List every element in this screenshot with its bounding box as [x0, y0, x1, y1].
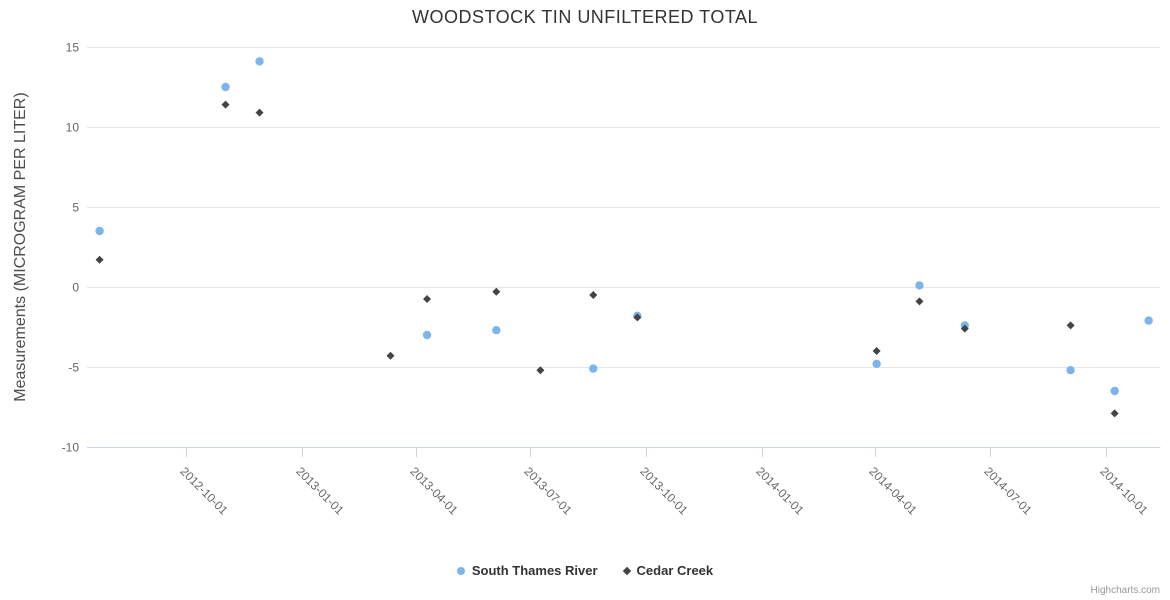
data-point-south-thames-river[interactable] — [589, 364, 598, 373]
x-axis-tick-label: 2014-07-01 — [981, 464, 1035, 518]
legend: South Thames River Cedar Creek — [0, 563, 1170, 578]
y-axis-tick-label: 5 — [72, 201, 79, 215]
data-point-cedar-creek[interactable] — [633, 313, 642, 322]
legend-label: South Thames River — [471, 563, 598, 578]
data-point-cedar-creek[interactable] — [1066, 321, 1075, 330]
legend-item-south-thames-river[interactable]: South Thames River — [456, 563, 598, 578]
data-point-cedar-creek[interactable] — [221, 100, 230, 109]
data-point-south-thames-river[interactable] — [221, 82, 230, 92]
data-point-cedar-creek[interactable] — [536, 366, 545, 375]
data-point-south-thames-river[interactable] — [492, 326, 501, 335]
data-point-south-thames-river[interactable] — [915, 281, 924, 290]
data-point-south-thames-river[interactable] — [1066, 366, 1075, 375]
data-point-cedar-creek[interactable] — [386, 351, 395, 360]
x-axis-tick-label: 2014-10-01 — [1097, 464, 1151, 518]
y-axis-tick-label: 10 — [66, 121, 80, 135]
circle-marker-icon — [456, 566, 465, 575]
legend-item-cedar-creek[interactable]: Cedar Creek — [622, 563, 714, 578]
data-point-south-thames-river[interactable] — [422, 330, 432, 340]
chart-title: WOODSTOCK TIN UNFILTERED TOTAL — [411, 7, 759, 27]
legend-label: Cedar Creek — [636, 563, 714, 578]
x-axis-tick-label: 2013-10-01 — [637, 464, 691, 518]
x-axis-tick-label: 2013-01-01 — [293, 464, 347, 518]
x-axis-tick-label: 2014-04-01 — [866, 464, 920, 518]
data-point-south-thames-river[interactable] — [95, 226, 104, 236]
data-point-cedar-creek[interactable] — [960, 324, 969, 333]
data-point-cedar-creek[interactable] — [589, 291, 598, 299]
data-point-cedar-creek[interactable] — [872, 347, 881, 355]
data-point-south-thames-river[interactable] — [872, 359, 881, 368]
x-axis-tick-label: 2014-01-01 — [753, 464, 807, 518]
data-point-south-thames-river[interactable] — [255, 57, 264, 66]
data-point-cedar-creek[interactable] — [95, 255, 104, 264]
x-axis-tick-label: 2013-07-01 — [521, 464, 575, 518]
data-point-cedar-creek[interactable] — [255, 108, 264, 117]
data-point-cedar-creek[interactable] — [492, 287, 501, 296]
data-point-south-thames-river[interactable] — [1110, 386, 1119, 396]
x-axis-tick-label: 2013-04-01 — [407, 464, 461, 518]
data-point-cedar-creek[interactable] — [915, 297, 924, 306]
y-axis-tick-label: 15 — [66, 41, 80, 55]
data-point-cedar-creek[interactable] — [1110, 409, 1119, 418]
y-axis-tick-label: -10 — [62, 441, 80, 455]
y-axis-tick-label: -5 — [68, 361, 79, 375]
diamond-marker-icon — [622, 566, 631, 575]
data-point-south-thames-river[interactable] — [1144, 316, 1153, 325]
x-axis-tick-label: 2012-10-01 — [177, 464, 231, 518]
y-axis-title: Measurements (MICROGRAM PER LITER) — [12, 92, 29, 402]
highcharts-credit-link[interactable]: Highcharts.com — [1090, 585, 1160, 596]
data-point-cedar-creek[interactable] — [423, 295, 432, 303]
y-axis-tick-label: 0 — [72, 281, 79, 295]
